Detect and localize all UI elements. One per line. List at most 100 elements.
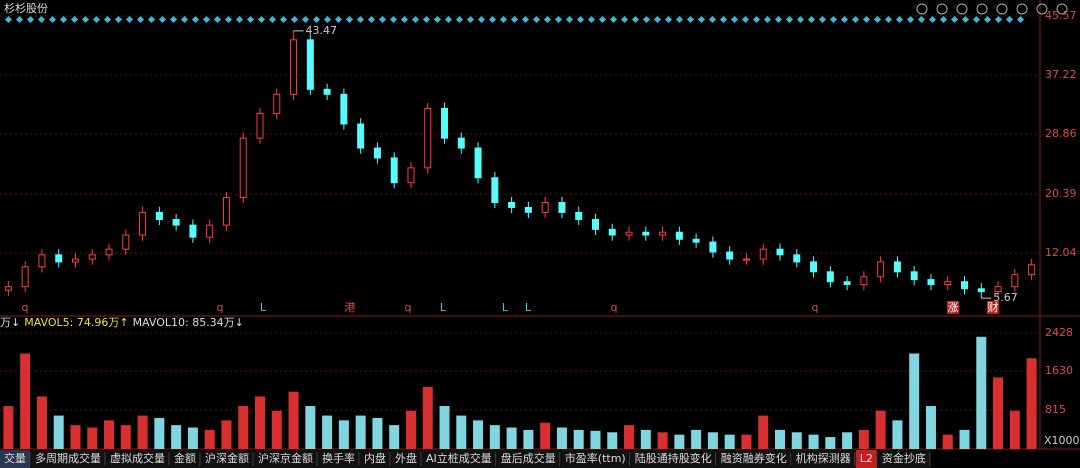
- tab-bg[interactable]: [496, 450, 560, 468]
- signal-diamond: [994, 15, 1003, 24]
- tab[interactable]: 机构探测器: [796, 451, 851, 465]
- signal-diamond: [224, 15, 233, 24]
- candle-body: [659, 231, 667, 236]
- event-marker[interactable]: q: [217, 301, 224, 314]
- tab[interactable]: 金额: [174, 451, 196, 465]
- tab[interactable]: 盘后成交量: [501, 451, 556, 465]
- tab[interactable]: AI立桩成交量: [426, 451, 492, 465]
- signal-diamond: [257, 15, 266, 24]
- signal-diamond: [301, 15, 310, 24]
- event-marker[interactable]: L: [260, 301, 267, 314]
- tab[interactable]: 市盈率(ttm): [565, 451, 626, 465]
- volume-bar: [909, 353, 920, 449]
- volume-bar: [355, 415, 366, 449]
- candle-body: [927, 279, 935, 286]
- signal-diamond: [983, 15, 992, 24]
- volume-bar: [456, 415, 467, 449]
- tab-bg[interactable]: [855, 450, 877, 468]
- tab[interactable]: 陆股通持股变化: [635, 451, 712, 465]
- volume-bar: [959, 429, 970, 449]
- tab[interactable]: L2: [860, 452, 873, 465]
- volume-bar: [20, 353, 31, 449]
- tab-bg[interactable]: [0, 450, 30, 468]
- event-marker[interactable]: q: [405, 301, 412, 314]
- signal-diamond: [829, 15, 838, 24]
- signal-diamond: [136, 15, 145, 24]
- signal-diamond: [532, 15, 541, 24]
- toolbar-icon[interactable]: [956, 3, 968, 15]
- toolbar-icon[interactable]: [1016, 3, 1028, 15]
- tab-bg[interactable]: [31, 450, 105, 468]
- signal-diamond: [807, 15, 816, 24]
- signal-diamond: [367, 15, 376, 24]
- tab[interactable]: 交量: [4, 451, 26, 465]
- tab-bg[interactable]: [422, 450, 496, 468]
- tab[interactable]: 沪深金额: [205, 451, 249, 465]
- signal-diamond: [510, 15, 519, 24]
- event-marker[interactable]: 财: [988, 300, 999, 314]
- toolbar-icon[interactable]: [1036, 3, 1048, 15]
- candle-body: [323, 88, 331, 95]
- tab[interactable]: 融资融券变化: [721, 451, 787, 465]
- signal-diamond: [752, 15, 761, 24]
- toolbar-icon[interactable]: [996, 3, 1008, 15]
- volume-bar: [338, 420, 349, 449]
- candle-body: [155, 211, 163, 220]
- tab-bg[interactable]: [391, 450, 421, 468]
- tab-bg[interactable]: [254, 450, 317, 468]
- tab-bg[interactable]: [360, 450, 390, 468]
- tab[interactable]: 资金抄底: [882, 451, 926, 465]
- event-marker[interactable]: 涨: [948, 301, 959, 314]
- tab-bg[interactable]: [318, 450, 359, 468]
- signal-diamond: [895, 15, 904, 24]
- volume-bar: [187, 427, 198, 449]
- candle-body: [306, 39, 314, 90]
- tab[interactable]: 虚拟成交量: [110, 451, 165, 465]
- toolbar-icon[interactable]: [936, 3, 948, 15]
- tab-bg[interactable]: [170, 450, 200, 468]
- candle-body: [793, 254, 801, 263]
- volume-bar: [573, 429, 584, 449]
- volume-bar: [87, 427, 98, 449]
- volume-bar: [657, 432, 668, 449]
- event-marker[interactable]: q: [22, 301, 29, 314]
- signal-diamond: [543, 15, 552, 24]
- candle-body: [524, 206, 532, 213]
- tab-bg[interactable]: [716, 450, 791, 468]
- tab[interactable]: 外盘: [395, 451, 417, 465]
- toolbar-icon[interactable]: [1056, 3, 1068, 15]
- candle-body: [709, 241, 717, 253]
- event-marker[interactable]: 港: [345, 301, 356, 314]
- candle-body: [843, 281, 851, 286]
- event-marker[interactable]: L: [502, 301, 509, 314]
- event-marker[interactable]: q: [812, 301, 819, 314]
- tab[interactable]: 多周期成交量: [35, 451, 101, 465]
- volume-bar: [707, 432, 718, 449]
- tab-bg[interactable]: [877, 450, 930, 468]
- tab[interactable]: 换手率: [322, 451, 355, 465]
- tab-bg[interactable]: [201, 450, 253, 468]
- event-marker[interactable]: L: [525, 301, 532, 314]
- volume-bar: [674, 434, 685, 449]
- legend-entry: MAVOL10: 85.34万↓: [133, 316, 244, 329]
- tab[interactable]: 沪深京金额: [258, 451, 313, 465]
- tab-bg[interactable]: [560, 450, 630, 468]
- candle-body: [407, 167, 415, 184]
- event-marker[interactable]: L: [440, 301, 447, 314]
- candle-body: [273, 93, 281, 114]
- signal-diamond: [576, 15, 585, 24]
- signal-diamond: [873, 15, 882, 24]
- toolbar-icon[interactable]: [916, 3, 928, 15]
- tab-bg[interactable]: [630, 450, 716, 468]
- signal-diamond: [631, 15, 640, 24]
- tab-bg[interactable]: [791, 450, 855, 468]
- candle-body: [491, 177, 499, 203]
- candle-body: [441, 107, 449, 139]
- tab-bg[interactable]: [106, 450, 169, 468]
- tab[interactable]: 内盘: [364, 451, 386, 465]
- toolbar-icon[interactable]: [976, 3, 988, 15]
- signal-diamond: [268, 15, 277, 24]
- candle-body: [239, 137, 247, 199]
- event-marker[interactable]: q: [611, 301, 618, 314]
